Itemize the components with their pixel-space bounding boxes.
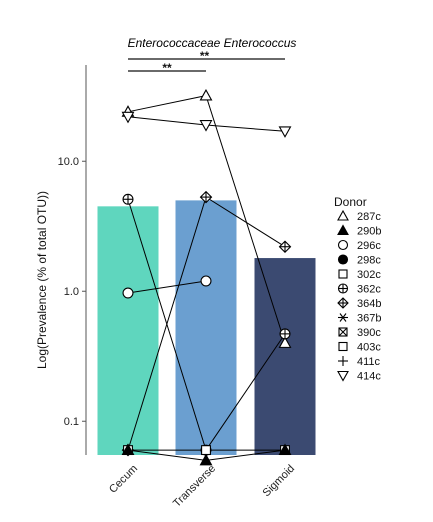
legend-label-362c: 362c (357, 284, 381, 296)
legend-label-367b: 367b (357, 313, 381, 325)
donor-point-364b-2 (278, 240, 292, 254)
significance-brackets: ** ** (128, 49, 285, 75)
donor-line-296c (127, 280, 207, 294)
y-tick-label: 0.1 (64, 416, 79, 428)
legend-key-364b (337, 297, 349, 309)
x-tick-label-transverse: Transverse (171, 463, 218, 510)
legend-label-364b: 364b (357, 298, 381, 310)
donor-point-414c-0 (121, 111, 135, 124)
bar-cecum (97, 206, 159, 455)
donor-point-290b-points-0 (121, 443, 135, 456)
bar-transverse (175, 200, 237, 455)
legend-label-403c: 403c (357, 342, 381, 354)
legend-key-290b (337, 224, 349, 236)
legend-key-296c (337, 239, 349, 251)
donor-point-364b-1 (199, 190, 213, 204)
bar-sigmoid (254, 258, 316, 455)
y-axis-title: Log(Prevalence (% of total OTU)) (35, 191, 49, 369)
legend-label-390c: 390c (357, 327, 381, 339)
donor-point-414c-2 (278, 126, 292, 138)
legend-key-411c (338, 356, 348, 366)
legend-key-390c-d2 (338, 327, 348, 337)
legend-key-367b-c (339, 313, 347, 322)
legend-key-362c (337, 283, 349, 294)
legend-label-411c: 411c (357, 356, 381, 368)
chart-title: Enterococcaceae Enterococcus (128, 36, 297, 50)
y-tick-label: 10.0 (58, 156, 79, 168)
legend-key-414c (337, 370, 349, 382)
donor-point-362c-0 (122, 193, 134, 205)
legend-key-287c (337, 209, 349, 221)
y-tick-label: 1.0 (64, 286, 79, 298)
legend-key-367b (338, 313, 348, 322)
significance-label: ** (162, 61, 172, 75)
x-tick-label-cecum: Cecum (107, 463, 140, 496)
significance-label: ** (200, 49, 210, 63)
donor-points (121, 88, 292, 466)
donor-point-296c-0 (122, 287, 134, 299)
donor-point-362c-2 (279, 328, 291, 340)
bars (97, 200, 316, 455)
legend: Donor 287c 290b 296c 298c 302c 362c 364b 367b 39… (334, 195, 381, 383)
legend-label-298c: 298c (357, 255, 381, 267)
legend-key-390c (338, 327, 348, 337)
legend-key-302c (338, 269, 348, 279)
legend-label-287c: 287c (357, 211, 381, 223)
donor-point-403c-1 (201, 445, 211, 456)
legend-label-296c: 296c (357, 240, 381, 252)
legend-label-302c: 302c (357, 269, 381, 281)
donor-point-414c-1 (199, 120, 213, 132)
legend-label-290b: 290b (357, 226, 381, 238)
x-tick-label-sigmoid: Sigmoid (261, 463, 298, 500)
legend-key-403c (338, 341, 348, 352)
legend-label-414c: 414c (357, 371, 381, 383)
donor-point-296c-1 (200, 275, 212, 287)
legend-key-298c (337, 254, 349, 265)
legend-title: Donor (334, 195, 367, 209)
donor-point-290b-points-2 (278, 443, 292, 456)
donor-point-287c-2 (278, 336, 292, 348)
donor-point-287c-1 (199, 88, 213, 101)
x-tick-labels: Cecum Transverse Sigmoid (107, 463, 297, 510)
donor-point-290b-points-1 (199, 453, 213, 466)
y-axis: 0.1 1.0 10.0 (58, 65, 87, 455)
